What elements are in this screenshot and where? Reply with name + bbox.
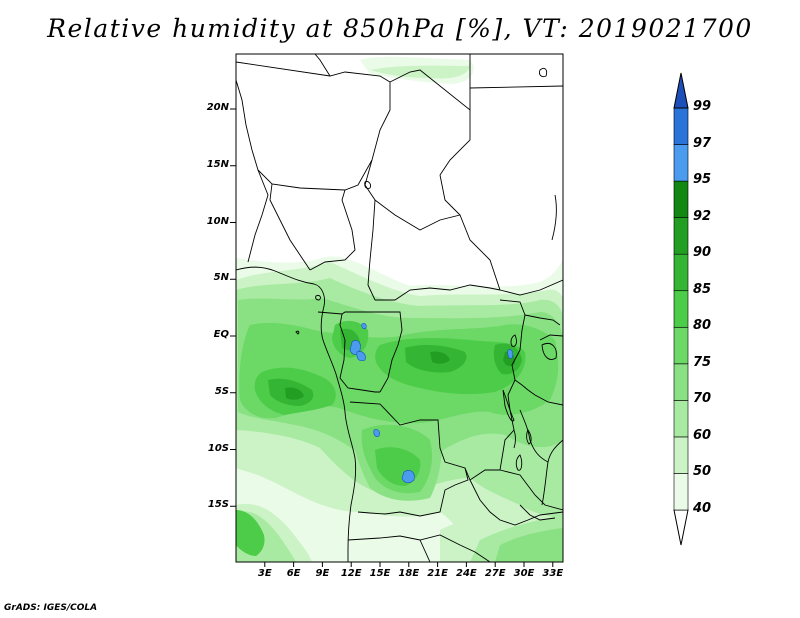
colorbar-bin — [673, 253, 689, 292]
colorbar-bin — [673, 72, 689, 109]
colorbar-label: 90 — [693, 245, 712, 261]
lon-label: 12E — [340, 568, 362, 579]
colorbar-label: 60 — [693, 427, 712, 443]
map-title: Relative humidity at 850hPa [%], VT: 201… — [47, 14, 753, 43]
coastline-west-africa — [236, 266, 357, 562]
lon-label: 21E — [427, 568, 448, 579]
colorbar-bin — [673, 107, 689, 145]
colorbar-label: 75 — [693, 354, 712, 370]
lon-label: 27E — [484, 568, 506, 579]
colorbar-label: 85 — [693, 281, 712, 297]
lat-label: 5S — [214, 385, 229, 397]
lat-label: 15N — [206, 158, 229, 170]
colorbar-label: 95 — [693, 172, 712, 188]
lat-label: 5N — [213, 272, 229, 284]
lat-label: 10N — [206, 215, 229, 227]
colorbar-bin — [673, 363, 689, 401]
country-borders — [236, 54, 563, 562]
lon-label: 9E — [315, 568, 330, 579]
lon-label: 24E — [456, 568, 477, 579]
colorbar-label: 40 — [693, 501, 712, 516]
lon-label: 15E — [369, 568, 391, 579]
lon-label: 30E — [513, 568, 535, 579]
colorbar-label: 80 — [693, 318, 712, 334]
lat-label: EQ — [213, 329, 229, 340]
colorbar-label: 97 — [693, 135, 712, 151]
lat-label: 10S — [207, 442, 229, 454]
lat-label: 15S — [207, 499, 229, 511]
humidity-shading — [236, 56, 563, 562]
colorbar-label: 50 — [693, 464, 712, 480]
lon-label: 18E — [398, 568, 420, 579]
lon-label: 3E — [257, 568, 272, 579]
grads-credit: GrADS: IGES/COLA — [4, 603, 98, 613]
colorbar-bin — [673, 180, 689, 218]
colorbar-bin — [673, 509, 689, 546]
colorbar-label: 99 — [693, 99, 712, 114]
colorbar-label: 92 — [693, 208, 712, 224]
lon-label: 6E — [286, 568, 301, 579]
colorbar — [673, 72, 689, 546]
colorbar-bin — [673, 144, 689, 182]
lon-label: 33E — [542, 568, 564, 579]
axis-ticks — [230, 108, 554, 567]
colorbar-bin — [673, 326, 689, 365]
map-frame — [235, 53, 564, 563]
colorbar-bin — [673, 217, 689, 255]
colorbar-label: 70 — [693, 391, 712, 407]
colorbar-bin — [673, 436, 689, 474]
lat-label: 20N — [206, 102, 229, 113]
colorbar-bin — [673, 473, 689, 511]
colorbar-bin — [673, 400, 689, 438]
colorbar-bin — [673, 290, 689, 328]
